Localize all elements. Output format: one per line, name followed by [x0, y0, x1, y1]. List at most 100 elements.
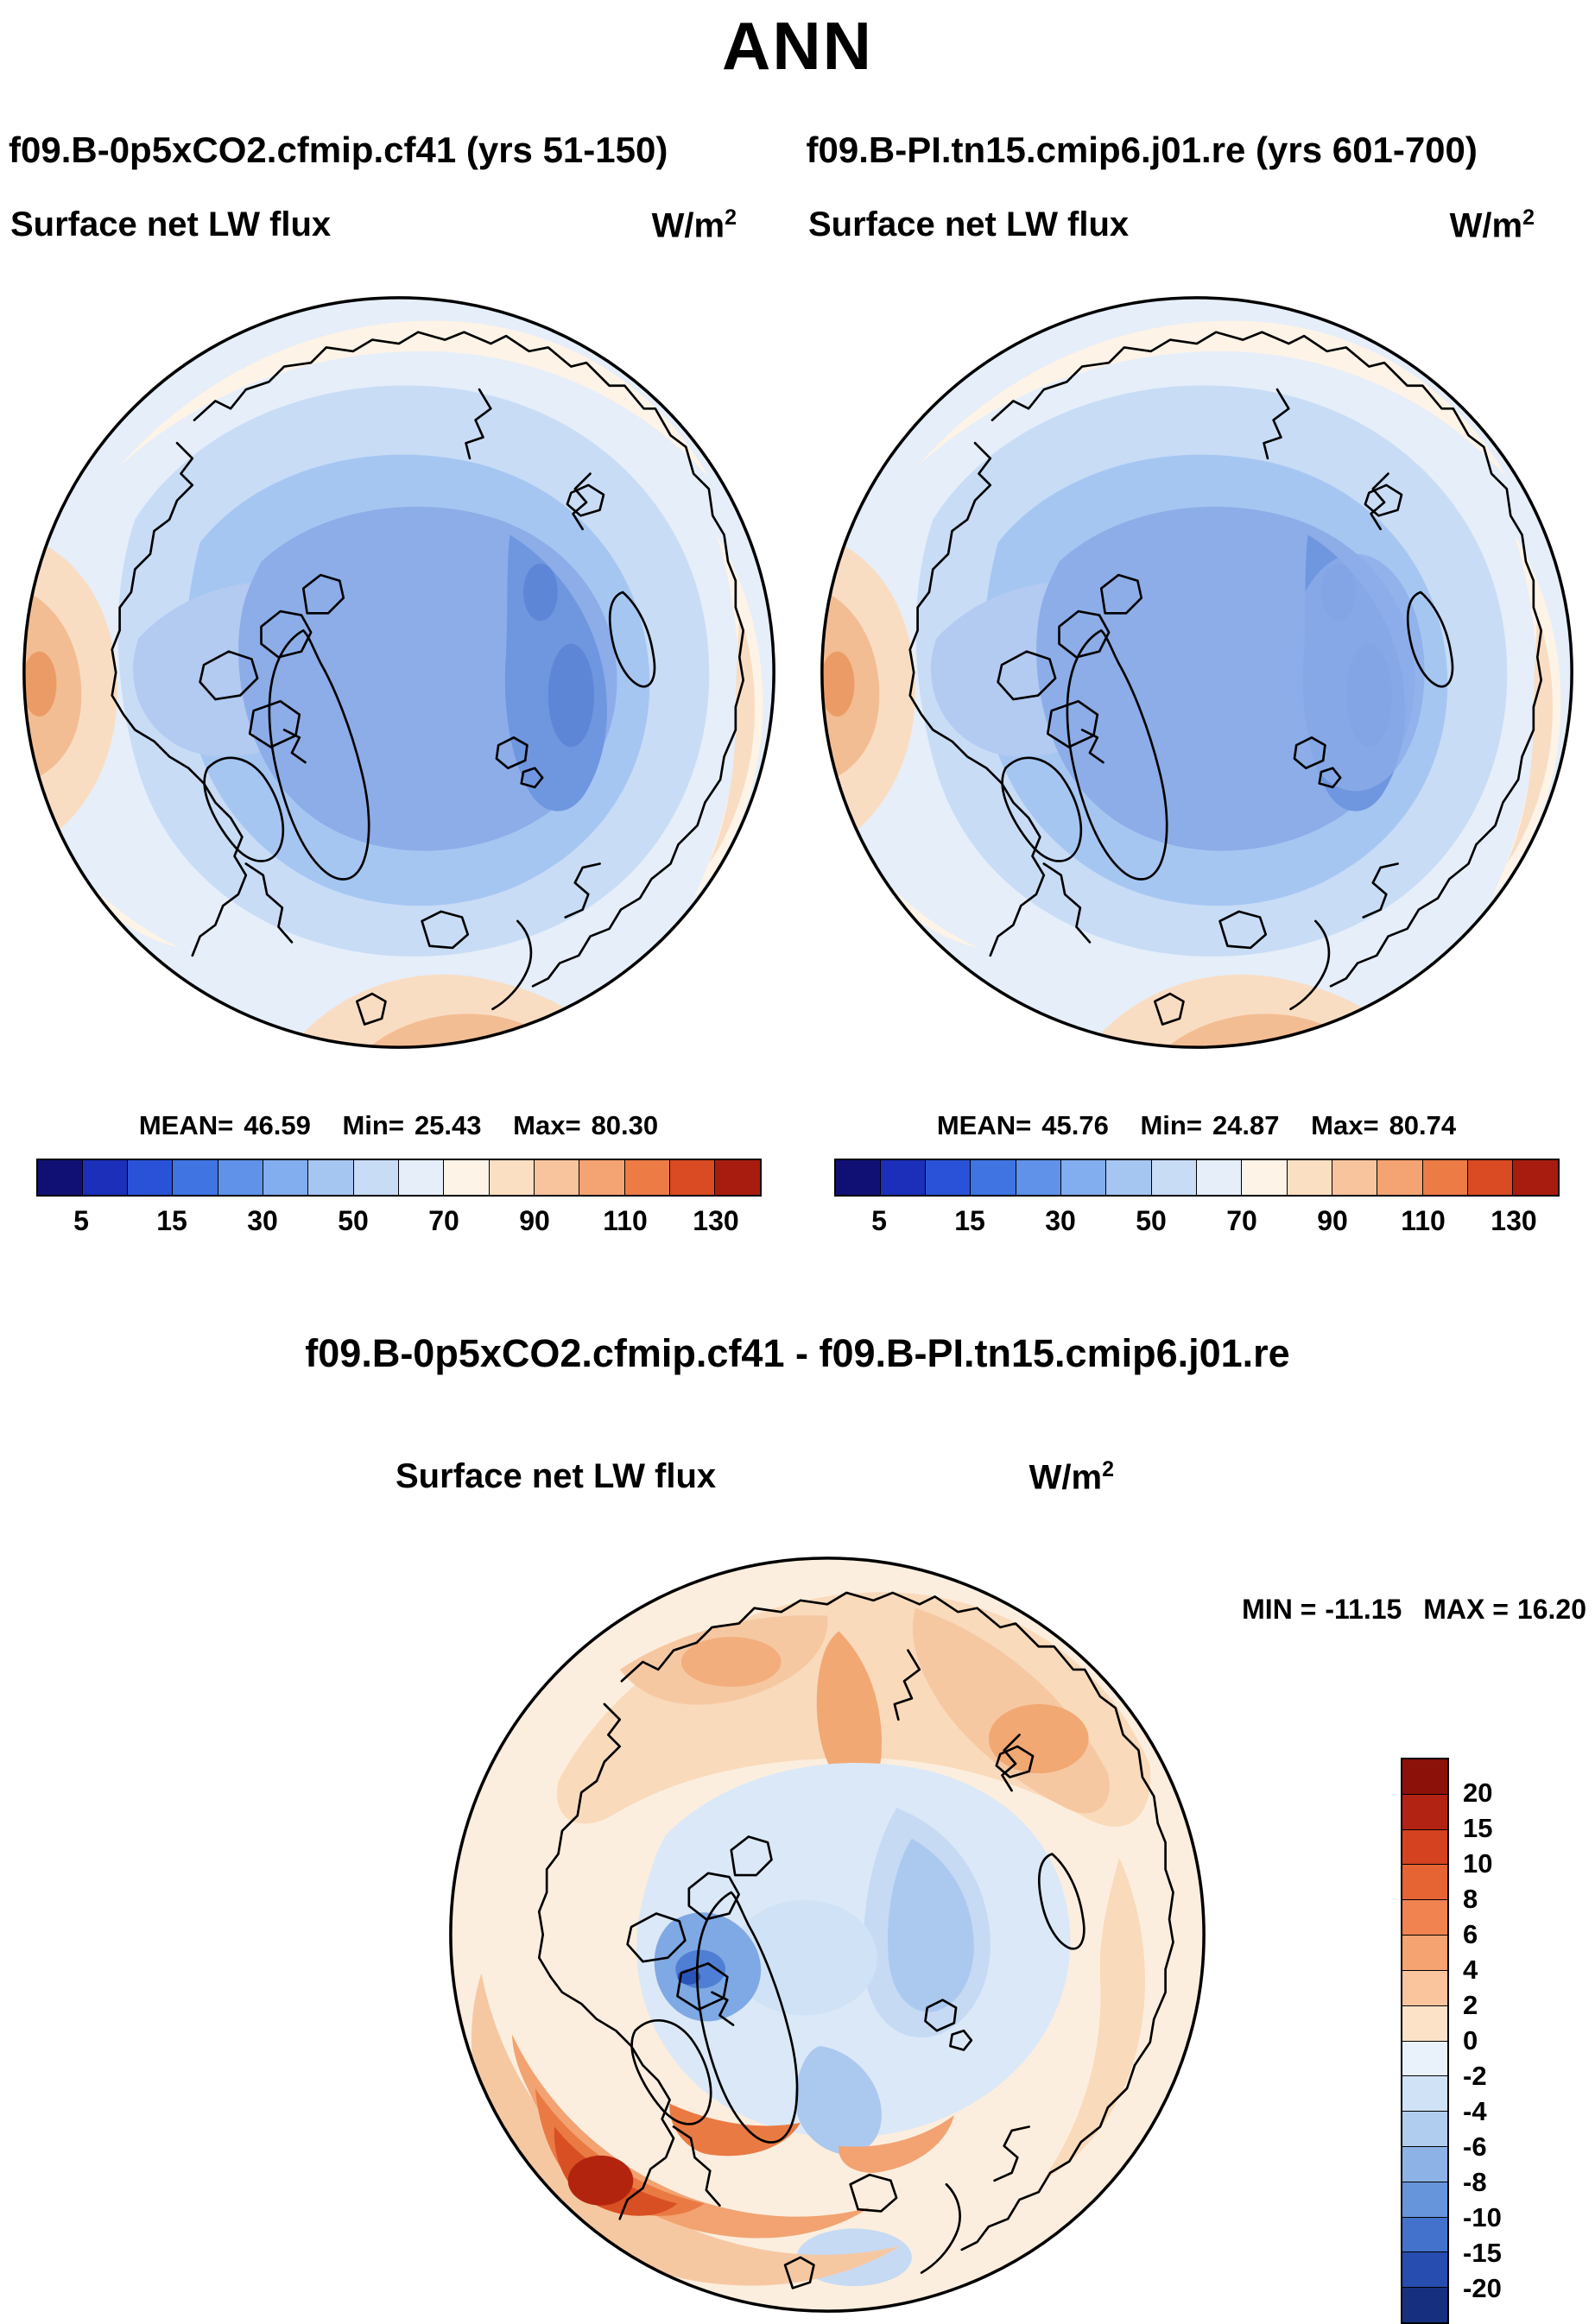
- diff-max-label: MAX =: [1423, 1594, 1509, 1625]
- colorbar-cell: [1287, 1160, 1332, 1196]
- colorbar-cell: [1402, 1759, 1447, 1795]
- case-label-left: f09.B-0p5xCO2.cfmip.cf41 (yrs 51-150): [9, 129, 668, 170]
- min-label: Min=: [1140, 1110, 1202, 1141]
- colorbar-cell: [835, 1160, 881, 1196]
- colorbar-tick-label: 130: [1491, 1205, 1537, 1237]
- page-title: ANN: [722, 8, 873, 84]
- colorbar-tick-label: 5: [871, 1205, 887, 1237]
- colorbar-cell: [353, 1160, 399, 1196]
- mean-label: MEAN=: [936, 1110, 1032, 1141]
- colorbar-case2: [833, 1159, 1560, 1197]
- map-rim: [449, 1557, 1206, 2313]
- units-base: W/m: [1449, 206, 1523, 245]
- colorbar-tick-label: 130: [693, 1205, 739, 1237]
- colorbar-cell: [263, 1160, 309, 1196]
- colorbar-tick-label: 70: [1226, 1205, 1257, 1237]
- colorbar-cell: [1422, 1160, 1468, 1196]
- colorbar-cell: [1402, 1829, 1447, 1866]
- colorbar-tick-label: 90: [519, 1205, 550, 1237]
- colorbar-cell: [1402, 2288, 1447, 2322]
- diff-max-value: 16.20: [1516, 1594, 1586, 1625]
- case-labels: f09.B-0p5xCO2.cfmip.cf41 (yrs 51-150) f0…: [0, 129, 1595, 171]
- colorbar-tick-label: 30: [247, 1205, 278, 1237]
- colorbar-cell: [1106, 1160, 1152, 1196]
- colorbar-tick-label: 110: [1401, 1205, 1446, 1237]
- colorbar-cell: [489, 1160, 535, 1196]
- field-label: Surface net LW flux: [808, 205, 1130, 243]
- colorbar-tick-label: 5: [73, 1205, 89, 1237]
- colorbar-tick-label: 8: [1463, 1884, 1478, 1914]
- mean-value: 45.76: [1041, 1110, 1109, 1141]
- colorbar-cell: [1402, 2182, 1447, 2218]
- colorbar-tick-label: -20: [1463, 2273, 1502, 2303]
- colorbar-cell: [971, 1160, 1016, 1196]
- colorbar-cell: [1061, 1160, 1107, 1196]
- colorbar-cell: [37, 1160, 83, 1196]
- colorbar-tick-label: 30: [1045, 1205, 1076, 1237]
- min-label: Min=: [342, 1110, 404, 1141]
- colorbar-tick-label: 15: [954, 1205, 985, 1237]
- colorbar-tick-label: 20: [1463, 1778, 1493, 1808]
- colorbar-cell: [579, 1160, 625, 1196]
- colorbar-cell: [669, 1160, 716, 1196]
- max-value: 80.74: [1389, 1110, 1457, 1141]
- colorbar-cell: [1402, 1794, 1447, 1830]
- colorbar-cell: [1377, 1160, 1423, 1196]
- stats-case2: MEAN= 45.76 Min= 24.87 Max= 80.74: [798, 1110, 1595, 1141]
- polar-map-case1: [22, 296, 775, 1050]
- colorbar-cell: [1197, 1160, 1243, 1196]
- panel-diff-header: Surface net LW flux W/m2: [396, 1457, 1114, 1497]
- colorbar-tick-label: 110: [603, 1205, 648, 1237]
- units-exponent: 2: [725, 205, 737, 230]
- colorbar-cell: [1513, 1160, 1558, 1196]
- colorbar-cell: [1151, 1160, 1197, 1196]
- units-exponent: 2: [1522, 205, 1535, 230]
- colorbar-cell: [534, 1160, 580, 1196]
- colorbar-tick-label: -2: [1463, 2061, 1487, 2091]
- colorbar-cell: [1402, 2252, 1447, 2289]
- colorbar-tick-label: 2: [1463, 1990, 1478, 2020]
- diff-minmax: MIN = -11.15 MAX = 16.20: [1242, 1594, 1586, 1626]
- colorbar-diff: [1401, 1758, 1449, 2324]
- diff-title: f09.B-0p5xCO2.cfmip.cf41 - f09.B-PI.tn15…: [305, 1331, 1290, 1375]
- colorbar-tick-label: 10: [1463, 1848, 1493, 1879]
- stats-case1: MEAN= 46.59 Min= 25.43 Max= 80.30: [0, 1110, 797, 1141]
- units-label: W/m2: [1029, 1457, 1114, 1497]
- colorbar-cell: [1402, 1970, 1447, 2006]
- colorbar-cell: [1467, 1160, 1514, 1196]
- colorbar-tick-label: -4: [1463, 2096, 1487, 2126]
- colorbar-cell: [173, 1160, 218, 1196]
- colorbar-tick-label: 6: [1463, 1919, 1478, 1949]
- field-label: Surface net LW flux: [10, 205, 332, 243]
- field-label: Surface net LW flux: [396, 1457, 717, 1495]
- colorbar-cell: [624, 1160, 670, 1196]
- diff-min-label: MIN =: [1242, 1594, 1317, 1625]
- colorbar-cell: [1402, 2076, 1447, 2112]
- colorbar-cell: [1402, 2041, 1447, 2077]
- colorbar-cell: [399, 1160, 445, 1196]
- panel-case2: Surface net LW flux W/m2 MEAN= 45.76 Min=…: [798, 205, 1595, 1240]
- colorbar-tick-label: 15: [156, 1205, 187, 1237]
- mean-value: 46.59: [244, 1110, 311, 1141]
- colorbar-tick-label: 0: [1463, 2025, 1478, 2056]
- diff-min-value: -11.15: [1325, 1594, 1402, 1625]
- units-base: W/m: [651, 206, 725, 245]
- colorbar-cell: [1402, 2005, 1447, 2042]
- map-case1: [16, 290, 782, 1055]
- colorbar-cell: [926, 1160, 972, 1196]
- colorbar-ticks-diff: 20 15 10 8 6 4 2 0 -2 -4 -6 -8 -10 -15 -20: [1463, 1758, 1558, 2324]
- polar-map-case2: [820, 296, 1573, 1050]
- min-value: 25.43: [414, 1110, 482, 1141]
- colorbar-cell: [128, 1160, 174, 1196]
- units-label: W/m2: [1450, 205, 1535, 245]
- colorbar-cell: [308, 1160, 354, 1196]
- map-diff: [443, 1550, 1212, 2319]
- colorbar-tick-label: -8: [1463, 2167, 1487, 2197]
- colorbar-tick-label: 4: [1463, 1955, 1478, 1985]
- panel-case2-header: Surface net LW flux W/m2: [798, 205, 1595, 245]
- colorbar-tick-label: -6: [1463, 2131, 1487, 2162]
- max-label: Max=: [513, 1110, 581, 1141]
- colorbar-tick-label: 70: [428, 1205, 459, 1237]
- colorbar-ticks-case1: 5 15 30 50 70 90 110 130: [36, 1203, 762, 1240]
